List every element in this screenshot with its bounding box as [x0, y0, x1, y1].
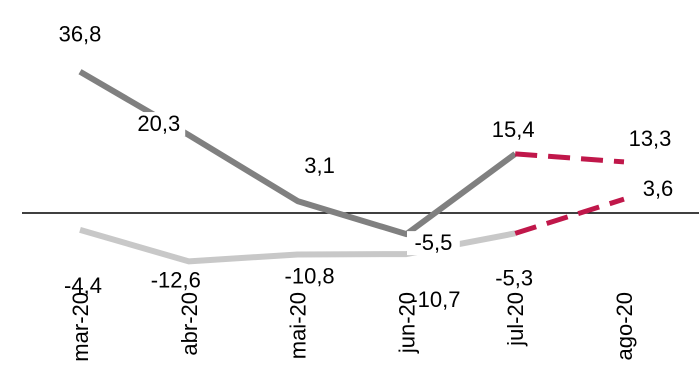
data-label-background: [277, 264, 343, 289]
data-label-series-1-jun-20: -5,5: [414, 230, 452, 255]
x-tick-label-jun-20: jun-20: [394, 292, 419, 354]
data-label-series-1-mai-20: 3,1: [304, 153, 335, 178]
data-label-series-1-mar-20: 36,8: [59, 22, 102, 47]
series-2-projection-line: [514, 196, 625, 236]
data-label-series-2-mai-20: -10,8: [285, 263, 335, 288]
data-label-series-2-jul-20: -5,3: [495, 265, 533, 290]
data-label-series-2-ago-20: 3,6: [643, 176, 674, 201]
data-label-series-1-abr-20: 20,3: [137, 111, 180, 136]
series-1-solid-line: [78, 69, 517, 238]
data-label-series-1-ago-20: 13,3: [629, 126, 672, 151]
data-label-series-2-abr-20: -12,6: [151, 267, 201, 292]
data-label-background: [56, 273, 110, 298]
data-label-layer: 36,8 20,3 3,1 -5,5 15,4 13,3 -4,4 -12,6 -10,8 -10…: [53, 22, 679, 313]
data-label-background: [486, 117, 540, 142]
x-tick-label-abr-20: abr-20: [177, 292, 202, 356]
data-label-background: [132, 112, 186, 137]
data-label-background: [299, 154, 340, 179]
series-1-projection-line: [515, 151, 625, 165]
data-label-series-2-mar-20: -4,4: [64, 273, 102, 298]
x-tick-label-mar-20: mar-20: [68, 292, 93, 362]
x-tick-label-jul-20: jul-20: [503, 292, 528, 347]
x-tick-layer: mar-20 abr-20 mai-20 jun-20 jul-20 ago-20: [68, 292, 637, 362]
x-tick-label-ago-20: ago-20: [612, 292, 637, 361]
series-layer: [78, 69, 625, 265]
data-label-background: [53, 22, 107, 47]
data-label-background: [407, 231, 460, 256]
data-label-background: [487, 266, 541, 291]
data-label-background: [637, 177, 679, 202]
data-label-background: [623, 126, 677, 151]
x-tick-label-mai-20: mai-20: [286, 292, 311, 359]
data-label-series-1-jul-20: 15,4: [492, 117, 535, 142]
data-label-background: [143, 268, 209, 293]
data-label-background: [402, 288, 468, 313]
data-label-series-2-jun-20: -10,7: [410, 287, 460, 312]
